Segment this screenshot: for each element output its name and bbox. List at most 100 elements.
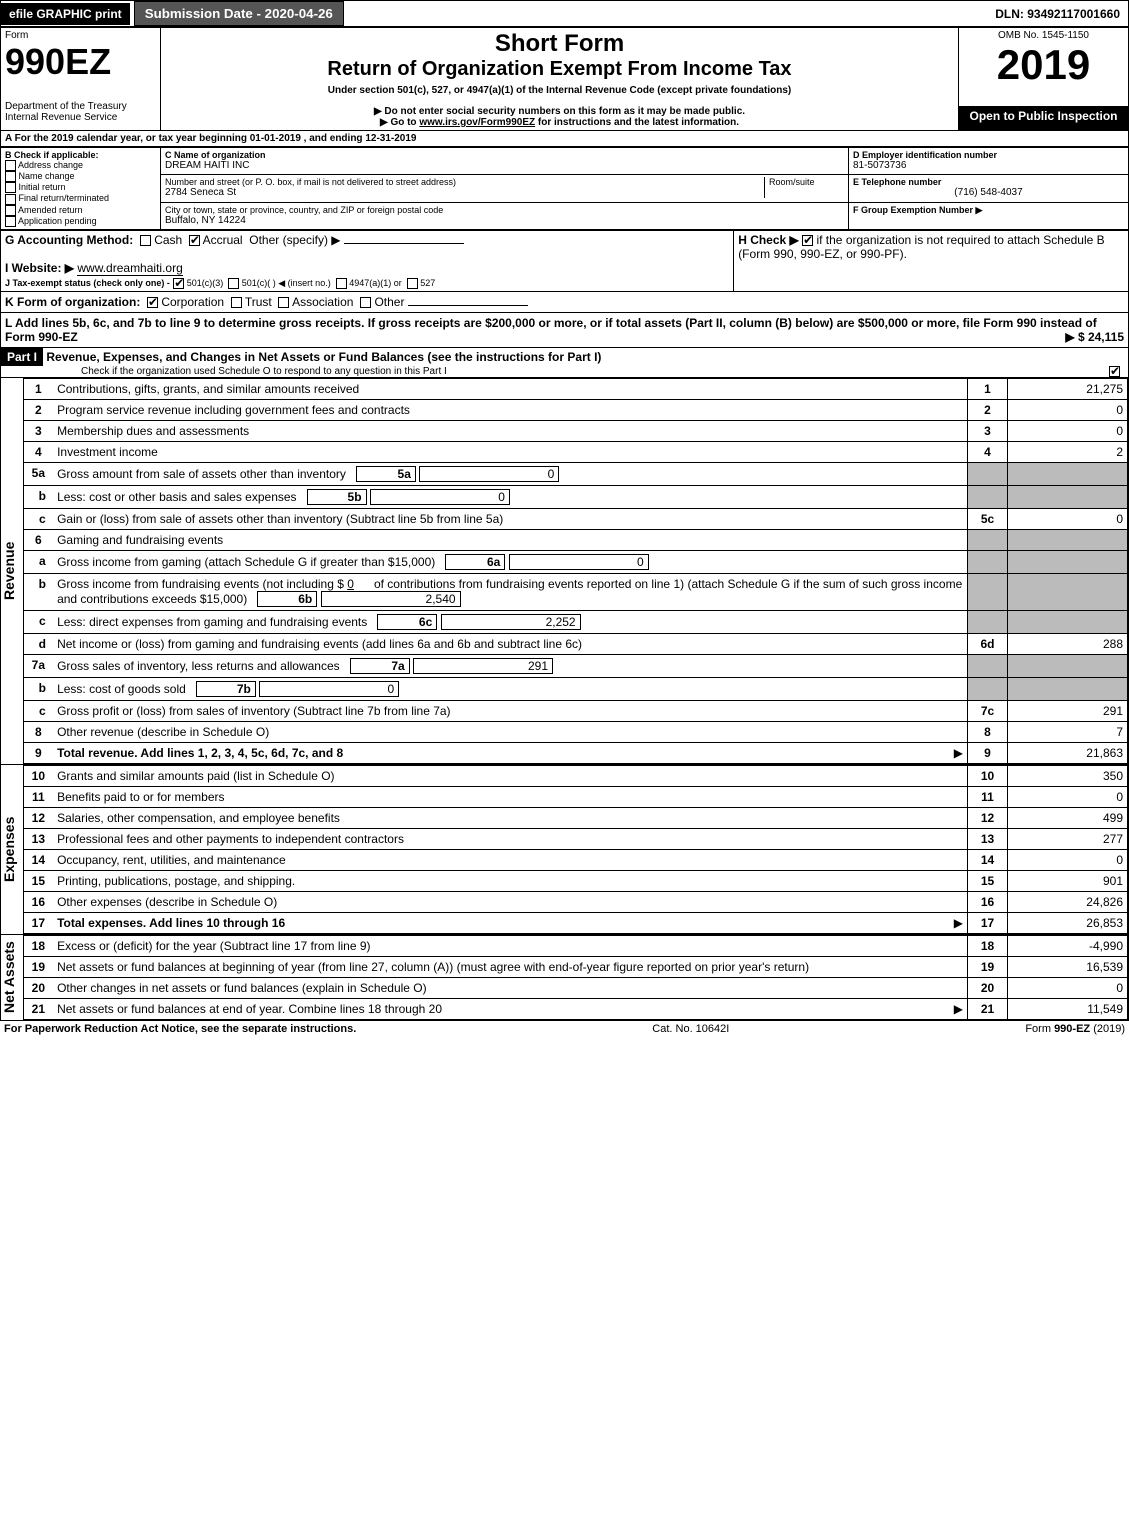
ghij-table: G Accounting Method: Cash Accrual Other … [0,230,1129,292]
chk-initial-return[interactable]: Initial return [5,182,156,193]
dept-treasury: Department of the Treasury [5,101,156,112]
other-org-input[interactable] [408,305,528,306]
title-short-form: Short Form [165,30,954,58]
chk-trust[interactable] [231,297,242,308]
chk-4947[interactable] [336,278,347,289]
line-18: 18Excess or (deficit) for the year (Subt… [23,935,1127,956]
box-k-label: K Form of organization: [5,295,140,309]
line-7b: bLess: cost of goods sold 7b 0 [23,677,1127,700]
part1-header-row: Part I Revenue, Expenses, and Changes in… [0,348,1129,378]
tax-period-line: A For the 2019 calendar year, or tax yea… [0,131,1129,147]
chk-amended-return[interactable]: Amended return [5,205,156,216]
line-9: 9Total revenue. Add lines 1, 2, 3, 4, 5c… [23,742,1127,763]
ein-value: 81-5073736 [853,160,1124,171]
line-2: 2Program service revenue including gover… [23,399,1127,420]
line-6d: dNet income or (loss) from gaming and fu… [23,633,1127,654]
form-header-table: Form 990EZ Department of the Treasury In… [0,27,1129,131]
box-b-header: B Check if applicable: [5,150,156,160]
submission-date-button[interactable]: Submission Date - 2020-04-26 [134,1,344,26]
line-11: 11Benefits paid to or for members110 [23,786,1127,807]
page-footer: For Paperwork Reduction Act Notice, see … [0,1021,1129,1037]
part1-label: Part I [1,348,43,366]
line-19: 19Net assets or fund balances at beginni… [23,956,1127,977]
chk-name-change[interactable]: Name change [5,171,156,182]
expenses-lines-table: 10Grants and similar amounts paid (list … [23,765,1128,934]
box-g-label: G Accounting Method: [5,233,133,247]
tax-year: 2019 [963,41,1124,89]
line-5b: bLess: cost or other basis and sales exp… [23,485,1127,508]
gross-receipts-value: ▶ $ 24,115 [1065,330,1124,344]
box-j-label: J Tax-exempt status (check only one) - [5,278,170,288]
note-goto: ▶ Go to www.irs.gov/Form990EZ for instru… [165,117,954,128]
line-4: 4Investment income42 [23,441,1127,462]
netassets-lines-table: 18Excess or (deficit) for the year (Subt… [23,935,1128,1020]
chk-501c[interactable] [228,278,239,289]
net-assets-section: Net Assets 18Excess or (deficit) for the… [0,935,1129,1021]
chk-accrual[interactable] [189,235,200,246]
title-return: Return of Organization Exempt From Incom… [165,58,954,81]
chk-corporation[interactable] [147,297,158,308]
line-6: 6Gaming and fundraising events [23,529,1127,550]
chk-association[interactable] [278,297,289,308]
box-c-street-label: Number and street (or P. O. box, if mail… [165,177,764,187]
box-i-label: I Website: ▶ [5,261,74,275]
box-h-label: H Check ▶ [738,233,799,247]
line-5a: 5aGross amount from sale of assets other… [23,462,1127,485]
subtitle: Under section 501(c), 527, or 4947(a)(1)… [165,85,954,96]
footer-catno: Cat. No. 10642I [652,1023,729,1035]
revenue-side-label: Revenue [1,378,23,764]
street-value: 2784 Seneca St [165,187,764,198]
other-method-input[interactable] [344,243,464,244]
part1-title: Revenue, Expenses, and Changes in Net As… [46,350,601,364]
expenses-side-label: Expenses [1,765,23,934]
chk-cash[interactable] [140,235,151,246]
dln-label: DLN: 93492117001660 [987,3,1128,25]
irs-link[interactable]: www.irs.gov/Form990EZ [419,117,535,128]
entity-info-table: B Check if applicable: Address change Na… [0,147,1129,230]
note-ssn: ▶ Do not enter social security numbers o… [165,106,954,117]
chk-schedule-b[interactable] [802,235,813,246]
room-suite-label: Room/suite [769,177,844,187]
part1-check-note: Check if the organization used Schedule … [81,366,447,377]
chk-final-return[interactable]: Final return/terminated [5,193,156,204]
line-10: 10Grants and similar amounts paid (list … [23,765,1127,786]
expenses-section: Expenses 10Grants and similar amounts pa… [0,765,1129,935]
efile-print-label[interactable]: efile GRAPHIC print [1,3,130,25]
telephone-value: (716) 548-4037 [853,187,1124,198]
line-8: 8Other revenue (describe in Schedule O)8… [23,721,1127,742]
website-link[interactable]: www.dreamhaiti.org [77,261,182,276]
box-c-name-label: C Name of organization [165,150,844,160]
line-6c: cLess: direct expenses from gaming and f… [23,610,1127,633]
form-number: 990EZ [5,41,156,83]
chk-501c3[interactable] [173,278,184,289]
chk-other-org[interactable] [360,297,371,308]
box-c-city-label: City or town, state or province, country… [165,205,844,215]
city-value: Buffalo, NY 14224 [165,215,844,226]
line-16: 16Other expenses (describe in Schedule O… [23,891,1127,912]
line-5c: cGain or (loss) from sale of assets othe… [23,508,1127,529]
line-6b: bGross income from fundraising events (n… [23,573,1127,610]
line-21: 21Net assets or fund balances at end of … [23,998,1127,1019]
box-e-label: E Telephone number [853,177,1124,187]
form-label: Form [5,30,156,41]
line-14: 14Occupancy, rent, utilities, and mainte… [23,849,1127,870]
line-7c: cGross profit or (loss) from sales of in… [23,700,1127,721]
chk-application-pending[interactable]: Application pending [5,216,156,227]
line-20: 20Other changes in net assets or fund ba… [23,977,1127,998]
line-1: 1Contributions, gifts, grants, and simil… [23,378,1127,399]
chk-schedule-o-part1[interactable] [1109,366,1120,377]
line-7a: 7aGross sales of inventory, less returns… [23,654,1127,677]
revenue-section: Revenue 1Contributions, gifts, grants, a… [0,378,1129,765]
line-6a: aGross income from gaming (attach Schedu… [23,550,1127,573]
line-13: 13Professional fees and other payments t… [23,828,1127,849]
chk-527[interactable] [407,278,418,289]
box-d-label: D Employer identification number [853,150,1124,160]
footer-formref: Form 990-EZ (2019) [1025,1023,1125,1035]
box-k-row: K Form of organization: Corporation Trus… [0,292,1129,313]
line-3: 3Membership dues and assessments30 [23,420,1127,441]
box-f-label: F Group Exemption Number ▶ [853,205,1124,216]
revenue-lines-table: 1Contributions, gifts, grants, and simil… [23,378,1128,764]
box-l-row: L Add lines 5b, 6c, and 7b to line 9 to … [0,313,1129,348]
chk-address-change[interactable]: Address change [5,160,156,171]
org-name: DREAM HAITI INC [165,160,844,171]
